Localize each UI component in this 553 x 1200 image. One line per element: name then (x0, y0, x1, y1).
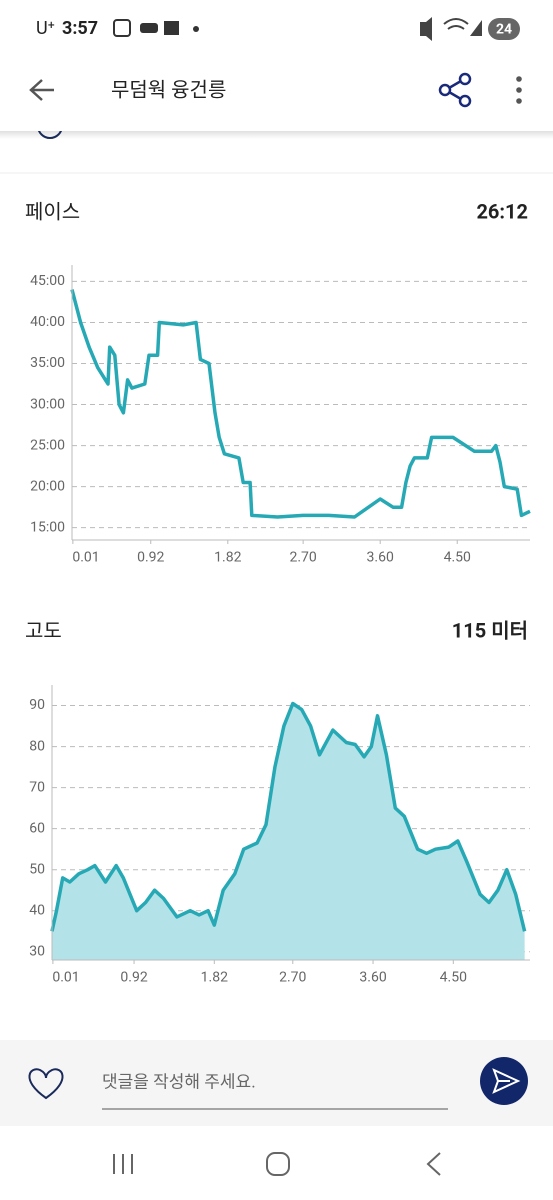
y-tick-label: 60 (29, 820, 45, 836)
y-tick-label: 90 (29, 697, 45, 713)
section-summary: 26:12 (476, 199, 528, 223)
status-icon (140, 23, 158, 33)
status-icon (113, 19, 131, 37)
nav-bar (0, 1126, 553, 1200)
y-tick-label: 35:00 (30, 355, 65, 371)
x-tick-label: 1.82 (201, 970, 228, 986)
x-tick-label: 0.92 (120, 970, 147, 986)
y-tick-label: 40 (29, 902, 45, 918)
status-icon (164, 21, 179, 35)
y-tick-label: 80 (29, 738, 45, 754)
y-tick-label: 25:00 (30, 437, 65, 453)
y-tick-label: 45:00 (30, 273, 65, 289)
status-dot (193, 26, 199, 32)
x-tick-label: 0.92 (137, 550, 164, 566)
page-title: 무덤웍 융건릉 (111, 77, 226, 101)
charts: 페이스 26:12 15:00 20:00 25:00 30:00 35:00 40:00 45… (25, 199, 531, 986)
y-tick-label: 20:00 (30, 478, 65, 494)
y-tick-label: 30 (29, 943, 45, 959)
carrier: U⁺ (36, 18, 55, 39)
y-tick-label: 50 (29, 861, 45, 877)
battery-level: 24 (496, 22, 512, 38)
x-tick-label: 3.60 (359, 970, 386, 986)
signal-icon (470, 20, 482, 36)
x-tick-label: 4.50 (444, 550, 471, 566)
x-tick-label: 0.01 (72, 550, 99, 566)
share-button[interactable] (438, 72, 472, 108)
mute-icon (420, 17, 432, 41)
section-title: 고도 (25, 618, 62, 642)
app-bar-shadow (0, 131, 553, 139)
send-icon (492, 1068, 521, 1094)
wifi-icon (443, 18, 469, 30)
comment-bar (0, 1040, 553, 1126)
y-tick-label: 15:00 (30, 519, 65, 535)
area (52, 703, 525, 960)
comment-input[interactable]: 댓글을 작성해 주세요. (102, 1072, 256, 1092)
app-bar (0, 58, 553, 131)
y-tick-label: 40:00 (30, 314, 65, 330)
x-tick-label: 1.82 (214, 550, 241, 566)
x-tick-label: 2.70 (289, 550, 316, 566)
x-tick-label: 4.50 (440, 970, 467, 986)
x-tick-label: 2.70 (279, 970, 306, 986)
x-tick-label: 0.01 (52, 970, 79, 986)
back-button[interactable] (29, 79, 54, 101)
y-tick-label: 70 (29, 779, 45, 795)
line (50, 701, 527, 932)
clock: 3:57 (62, 18, 98, 39)
nav-back[interactable] (426, 1152, 441, 1176)
battery (488, 18, 520, 40)
line (70, 289, 531, 519)
like-button[interactable] (28, 1068, 64, 1100)
recent-apps[interactable] (113, 1154, 133, 1174)
x-tick-label: 3.60 (367, 550, 394, 566)
section-summary: 115 미터 (452, 618, 528, 642)
home-button[interactable] (266, 1152, 290, 1176)
section-title: 페이스 (25, 199, 80, 223)
y-tick-label: 30:00 (30, 396, 65, 412)
more-button[interactable] (516, 76, 522, 104)
